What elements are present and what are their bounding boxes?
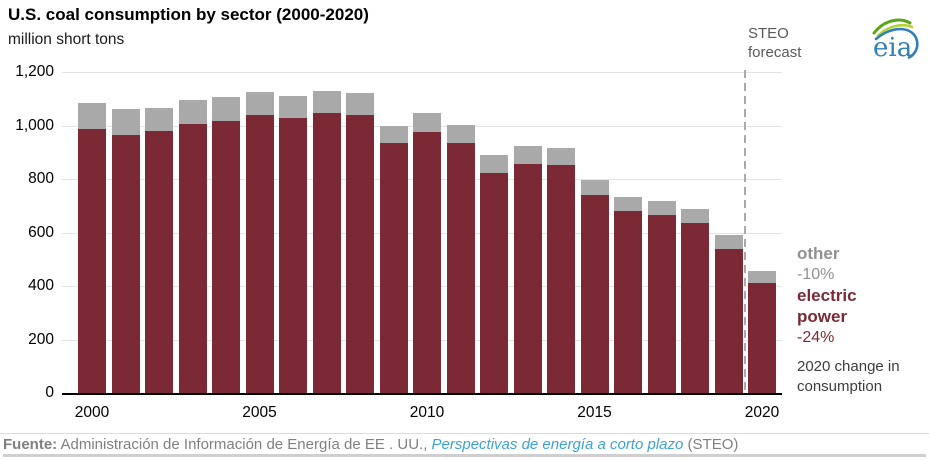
y-tick-label-200: 200 (28, 330, 54, 348)
y-tick-label-600: 600 (28, 223, 54, 241)
bar-2017-electric (647, 215, 676, 393)
y-tick-label-400: 400 (28, 277, 54, 294)
legend-electric-power-label: electric power (797, 286, 857, 326)
bar-2005-other (245, 91, 274, 116)
bar-2002-electric (145, 131, 173, 393)
bar-2011-other (446, 124, 475, 144)
bar-2008-other (346, 93, 374, 115)
bar-2004-other (212, 96, 240, 122)
bar-2019-other (714, 235, 743, 249)
bar-2015-other (580, 179, 609, 196)
bar-2004-electric (212, 121, 240, 393)
steo-forecast-label: STEO forecast (748, 25, 802, 61)
plot-area (62, 72, 782, 395)
bar-2007-electric (312, 113, 341, 393)
source-label: Fuente: (3, 436, 58, 453)
y-tick-label-0: 0 (45, 384, 54, 401)
bar-2006-other (279, 95, 307, 119)
bar-2000-other (78, 103, 106, 130)
source-text: Administración de Información de Energía… (57, 436, 432, 453)
bar-2014-electric (547, 165, 575, 393)
bar-2020-electric (748, 283, 776, 393)
bar-2013-other (513, 145, 542, 164)
bar-2016-electric (614, 211, 642, 393)
bar-2008-electric (346, 114, 374, 393)
chart-subtitle: million short tons (8, 31, 125, 48)
bar-2010-other (413, 112, 441, 133)
bar-2003-other (178, 100, 207, 125)
bar-2012-electric (480, 172, 508, 393)
bar-2011-electric (446, 143, 475, 393)
bar-2001-electric (111, 135, 140, 393)
forecast-divider-line (744, 70, 746, 393)
bar-2016-other (614, 197, 642, 212)
bar-2019-electric (714, 248, 743, 393)
legend-caption: 2020 change in consumption (797, 358, 900, 395)
legend-annotations: other -10% electric power -24% 2020 chan… (797, 243, 917, 396)
x-tick-label-2010: 2010 (409, 404, 445, 421)
bar-2005-electric (245, 115, 274, 393)
y-tick-label-1000: 1,000 (15, 116, 54, 134)
chart-title: U.S. coal consumption by sector (2000-20… (8, 5, 369, 24)
gridline-1200 (62, 72, 782, 73)
bar-2013-electric (513, 163, 542, 393)
bar-2018-electric (681, 222, 709, 393)
bar-2009-other (379, 126, 408, 144)
x-tick-label-2020: 2020 (744, 404, 780, 421)
bar-2018-other (681, 208, 709, 223)
bar-2010-electric (413, 132, 441, 393)
bar-2002-other (145, 107, 173, 132)
bar-2012-other (480, 155, 508, 173)
legend-electric-power-change: -24% (797, 329, 835, 346)
legend-other-label: other (797, 244, 840, 263)
bar-2017-other (647, 201, 676, 216)
bar-2015-electric (580, 195, 609, 393)
y-tick-label-1200: 1,200 (15, 63, 54, 80)
x-tick-label-2005: 2005 (242, 404, 277, 421)
footer-bottom-rule (3, 454, 926, 457)
bar-2003-electric (178, 124, 207, 393)
x-tick-label-2000: 2000 (74, 404, 110, 421)
eia-logo-text: eia (873, 33, 912, 63)
bar-2007-other (312, 91, 341, 114)
bar-2001-other (111, 109, 140, 136)
x-tick-label-2015: 2015 (577, 404, 612, 421)
legend-other-change: -10% (797, 266, 835, 283)
footer: Fuente: Administración de Información de… (0, 433, 929, 460)
bar-2009-electric (379, 143, 408, 393)
bar-2020-other (748, 271, 776, 284)
source-suffix: (STEO) (683, 436, 739, 453)
bar-2014-other (547, 147, 575, 166)
bar-2006-electric (279, 118, 307, 393)
source-line: Fuente: Administración de Información de… (3, 436, 923, 453)
source-link[interactable]: Perspectivas de energía a corto plazo (431, 436, 684, 453)
y-tick-label-800: 800 (28, 170, 54, 187)
eia-logo-icon: eia (872, 18, 919, 63)
footer-separator (0, 433, 929, 434)
bar-2000-electric (78, 129, 106, 393)
